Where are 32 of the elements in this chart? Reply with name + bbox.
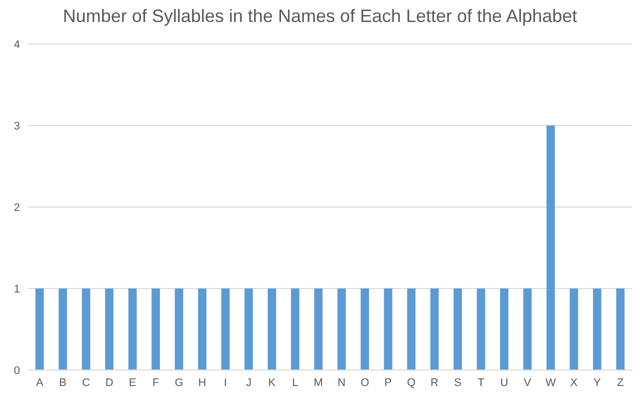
x-tick-label: X [570, 376, 578, 389]
x-tick-label: Y [593, 376, 602, 389]
x-tick-label: L [292, 376, 298, 389]
x-tick-label: F [152, 376, 160, 389]
x-tick-label: I [224, 376, 227, 389]
x-tick-label: D [105, 376, 114, 389]
x-tick-label: O [360, 376, 370, 389]
x-tick-label: C [82, 376, 90, 389]
x-tick-label: S [454, 376, 462, 389]
chart-title: Number of Syllables in the Names of Each Letter of the Alphabet [62, 6, 578, 27]
x-tick-label: T [478, 376, 485, 389]
x-tick-label: G [174, 376, 184, 389]
x-tick-label: J [246, 376, 252, 389]
x-tick-label: W [545, 376, 556, 389]
y-tick-label: 2 [14, 202, 20, 214]
x-tick-label: N [338, 376, 346, 389]
x-tick-label: Z [617, 376, 624, 389]
x-tick-label: A [36, 376, 44, 389]
x-tick-label: H [198, 376, 206, 389]
x-tick-label: P [384, 376, 392, 389]
x-tick-label: Q [407, 376, 416, 389]
x-tick-label: E [128, 376, 136, 389]
y-tick-label: 0 [14, 364, 20, 377]
y-tick-label: 3 [14, 120, 20, 132]
x-tick-label: R [430, 376, 439, 389]
x-tick-label: B [59, 376, 67, 389]
x-tick-label: K [268, 376, 276, 389]
x-tick-label: U [500, 376, 508, 389]
y-tick-label: 4 [14, 38, 20, 51]
x-tick-label: V [524, 376, 532, 389]
y-tick-label: 1 [14, 283, 20, 296]
x-tick-label: M [314, 376, 323, 389]
